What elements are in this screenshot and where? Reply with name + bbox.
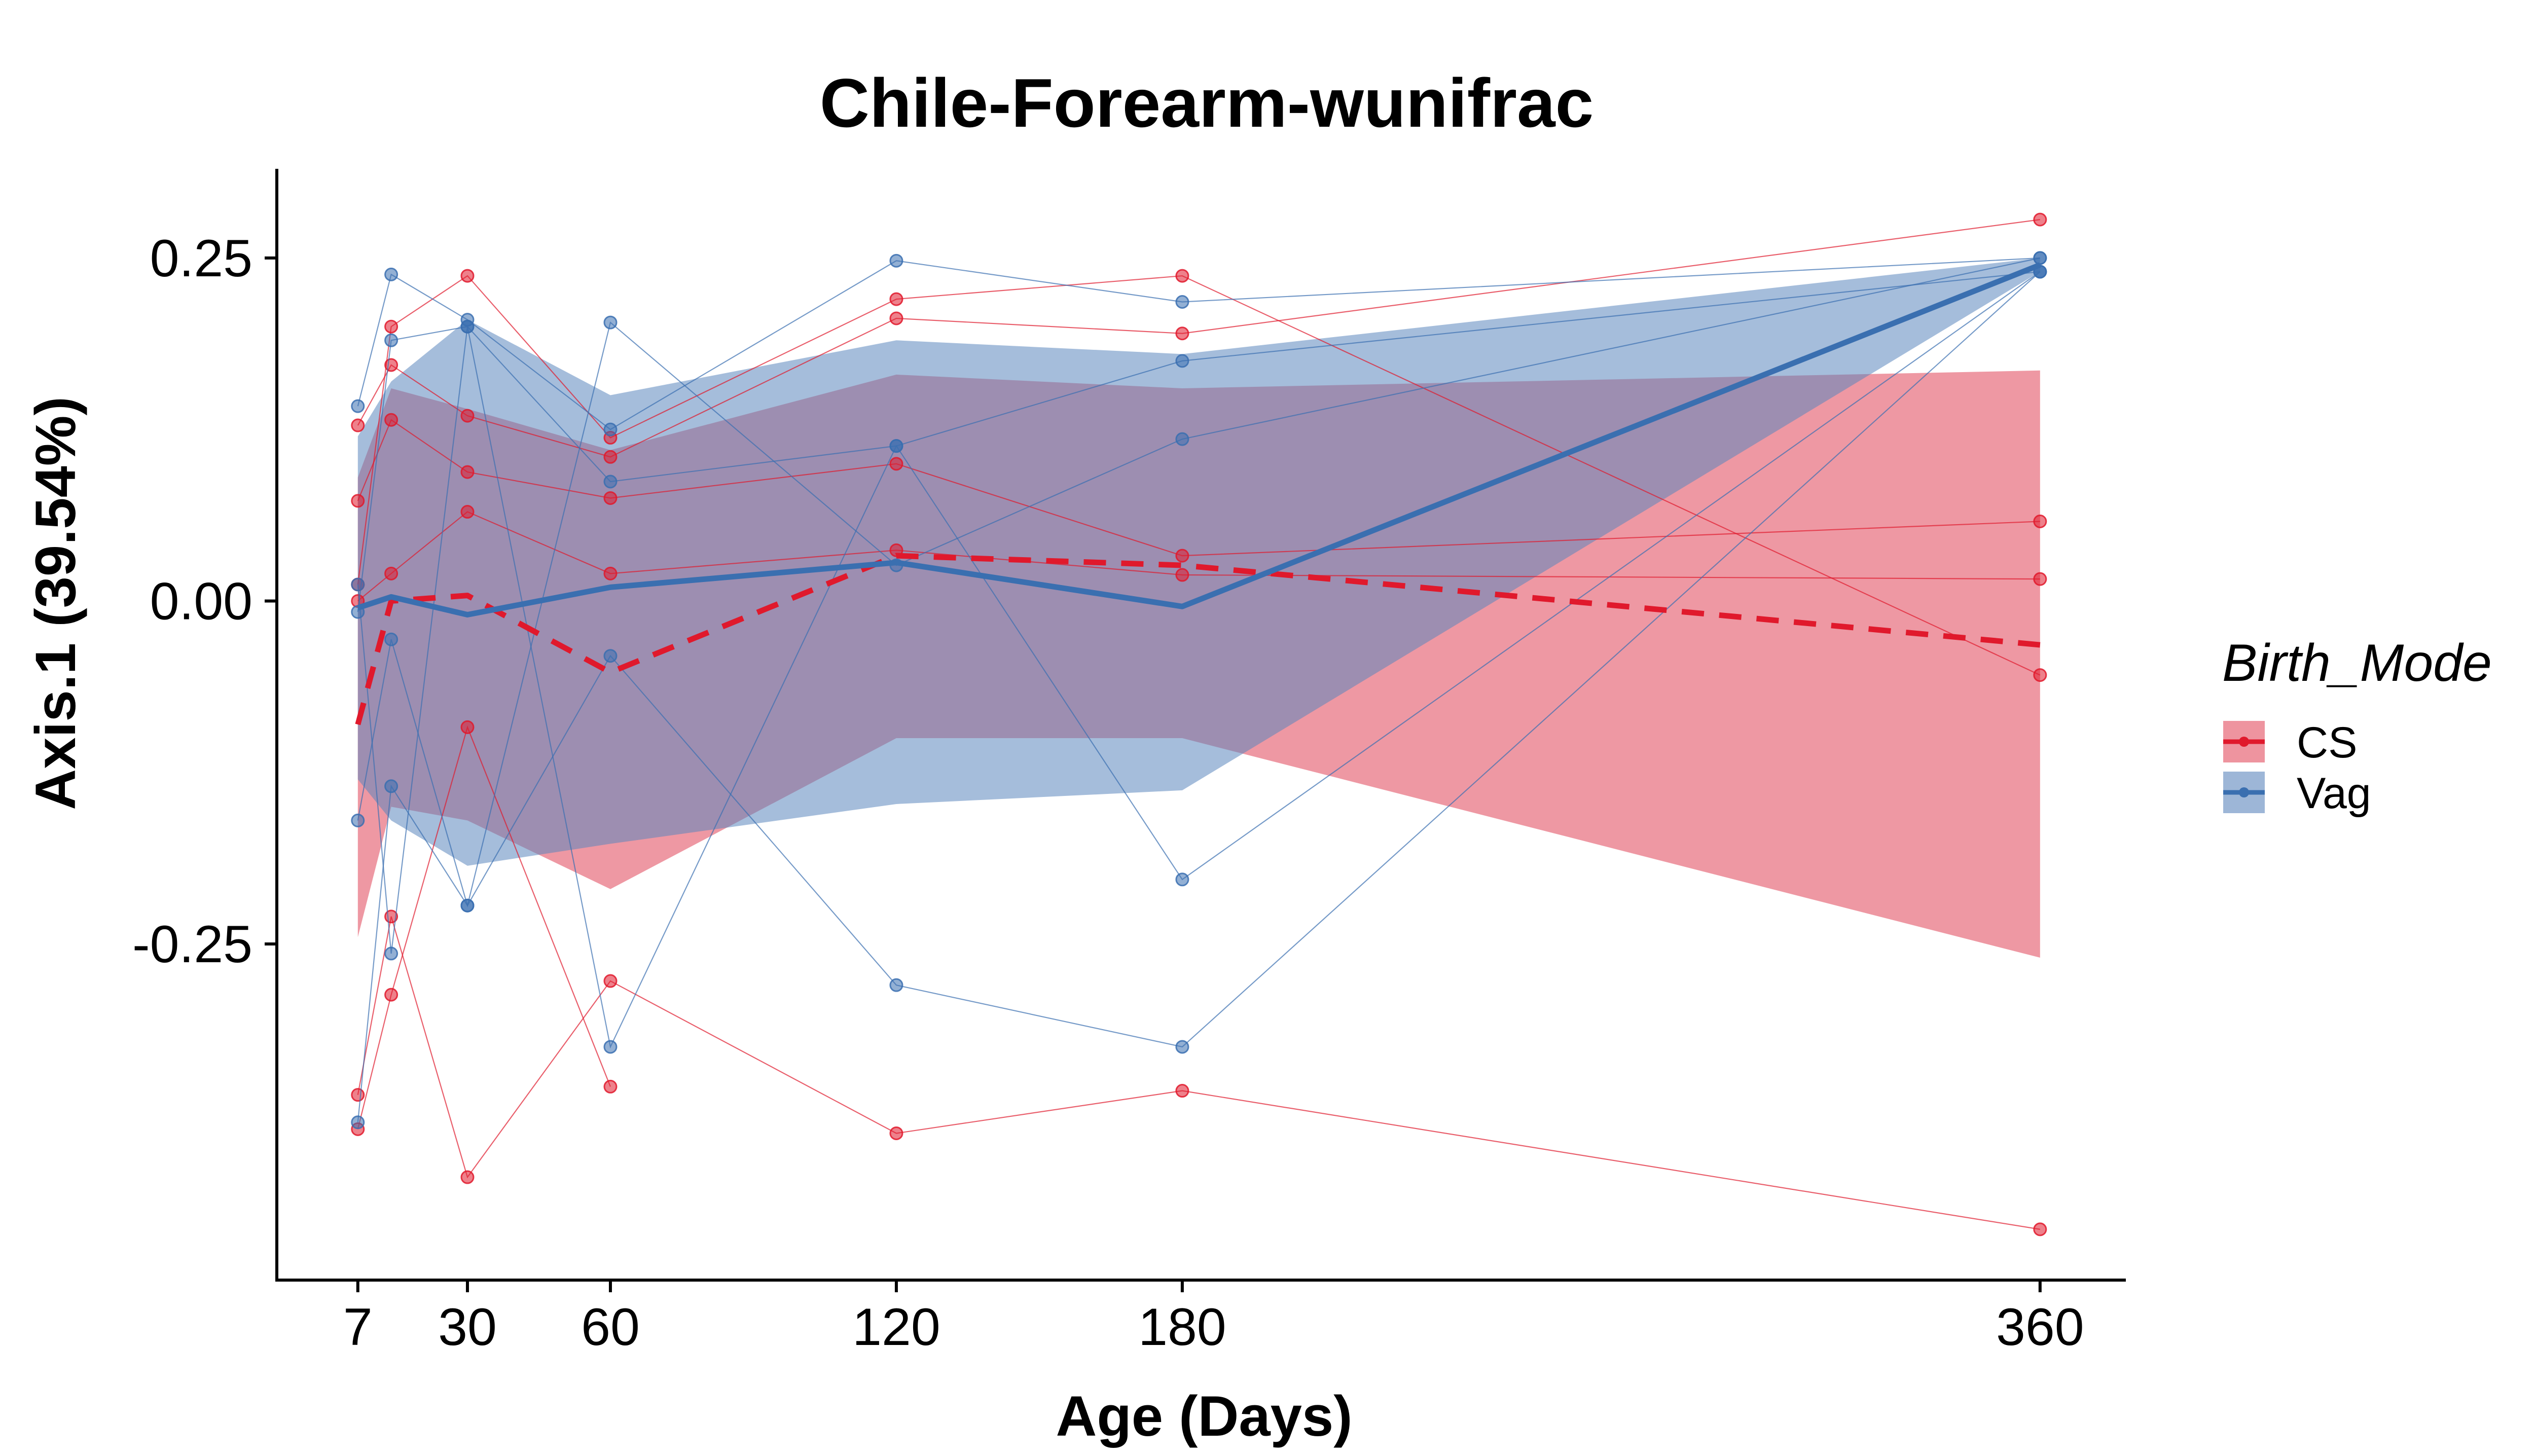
chart-title: Chile-Forearm-wunifrac	[820, 64, 1594, 141]
subject-point-cs-1-6	[1175, 326, 1189, 341]
subject-point-cs-4-7	[2033, 572, 2047, 586]
subject-point-cs-6-4	[603, 1079, 618, 1094]
subject-point-vag-5-3	[460, 319, 475, 334]
subject-point-cs-1-1	[351, 418, 365, 432]
subject-point-cs-5-5	[889, 1126, 903, 1140]
subject-point-cs-3-5	[889, 292, 903, 306]
legend: Birth_Mode CS Vag	[2222, 634, 2492, 818]
legend-point-cs	[2239, 737, 2249, 747]
y-tick-label: 0.00	[150, 572, 252, 631]
mean-line-vag	[357, 262, 2041, 618]
subject-point-vag-2-6	[1175, 354, 1189, 368]
subject-point-cs-2-5	[889, 457, 903, 471]
subject-point-cs-4-4	[603, 566, 618, 580]
subject-point-cs-2-6	[1175, 549, 1189, 563]
subject-point-vag-3-7	[2033, 251, 2047, 265]
subject-point-cs-1-5	[889, 311, 903, 325]
subject-point-vag-3-6	[1175, 432, 1189, 446]
subject-point-cs-2-4	[603, 491, 618, 505]
plot-area	[351, 212, 2047, 1236]
x-axis-title: Age (Days)	[1056, 1385, 1352, 1448]
subject-point-cs-2-1	[351, 494, 365, 508]
subject-point-vag-4-5	[889, 978, 903, 992]
x-tick-label: 7	[343, 1298, 373, 1357]
legend-key-vag: Vag	[2223, 769, 2371, 818]
subject-point-vag-1-6	[1175, 295, 1189, 309]
subject-point-vag-1-5	[889, 253, 903, 268]
legend-label-cs: CS	[2297, 718, 2357, 767]
subject-point-cs-1-3	[460, 409, 475, 423]
subject-point-cs-5-7	[2033, 1222, 2047, 1236]
subject-point-vag-5-4	[603, 1040, 618, 1054]
subject-point-cs-6-2	[384, 988, 399, 1002]
mean-line-cs	[355, 553, 2041, 725]
mean-lines	[355, 262, 2041, 725]
confidence-bands	[357, 258, 2040, 958]
x-tick-label: 180	[1138, 1298, 1226, 1357]
subject-point-vag-3-2	[384, 632, 399, 646]
y-tick-label: -0.25	[132, 915, 252, 974]
subject-point-cs-1-4	[603, 450, 618, 464]
subject-point-cs-5-3	[460, 1170, 475, 1184]
subject-point-vag-5-5	[889, 439, 903, 453]
subject-point-cs-3-3	[460, 269, 475, 283]
x-tick-label: 30	[438, 1298, 497, 1357]
subject-point-vag-4-6	[1175, 1040, 1189, 1054]
subject-point-cs-2-7	[2033, 514, 2047, 528]
x-tick-label: 60	[581, 1298, 640, 1357]
y-axis-ticks: 0.25 0.00 -0.25	[132, 229, 277, 974]
subject-point-vag-2-2	[384, 333, 399, 347]
subject-point-vag-3-1	[351, 813, 365, 827]
subject-point-vag-1-2	[384, 267, 399, 281]
subject-point-cs-4-6	[1175, 568, 1189, 582]
subject-point-cs-3-7	[2033, 668, 2047, 682]
band-vag	[357, 258, 2040, 866]
subject-point-vag-5-1	[351, 577, 365, 592]
subject-point-vag-4-3	[460, 898, 475, 913]
y-axis-title: Axis.1 (39.54%)	[24, 396, 87, 810]
subject-trajectories	[351, 212, 2047, 1236]
subject-point-cs-1-7	[2033, 212, 2047, 227]
subject-point-cs-3-6	[1175, 269, 1189, 283]
legend-point-vag	[2239, 787, 2249, 797]
subject-point-vag-5-6	[1175, 872, 1189, 887]
x-tick-label: 360	[1996, 1298, 2084, 1357]
subject-point-vag-1-4	[603, 422, 618, 436]
legend-key-cs: CS	[2223, 718, 2357, 767]
subject-point-vag-4-4	[603, 649, 618, 663]
subject-point-vag-4-2	[384, 779, 399, 793]
subject-point-cs-2-3	[460, 465, 475, 479]
subject-line-cs-5	[357, 916, 2040, 1230]
subject-point-cs-4-3	[460, 505, 475, 519]
subject-point-vag-4-1	[351, 1115, 365, 1130]
subject-point-cs-5-1	[351, 1088, 365, 1102]
legend-title: Birth_Mode	[2222, 634, 2492, 693]
legend-label-vag: Vag	[2297, 769, 2371, 818]
subject-point-vag-5-2	[384, 947, 399, 961]
subject-line-cs-6	[357, 725, 611, 1130]
subject-point-cs-3-2	[384, 319, 399, 334]
subject-point-cs-4-2	[384, 566, 399, 580]
y-tick-label: 0.25	[150, 229, 252, 288]
subject-point-vag-2-4	[603, 475, 618, 489]
subject-point-vag-1-1	[351, 399, 365, 413]
x-axis-ticks: 7 30 60 120 180 360	[343, 1280, 2084, 1357]
subject-point-cs-5-6	[1175, 1084, 1189, 1098]
subject-point-cs-2-2	[384, 413, 399, 427]
x-tick-label: 120	[852, 1298, 940, 1357]
subject-point-vag-3-4	[603, 315, 618, 330]
subject-point-cs-6-3	[460, 720, 475, 734]
subject-point-cs-5-4	[603, 974, 618, 988]
